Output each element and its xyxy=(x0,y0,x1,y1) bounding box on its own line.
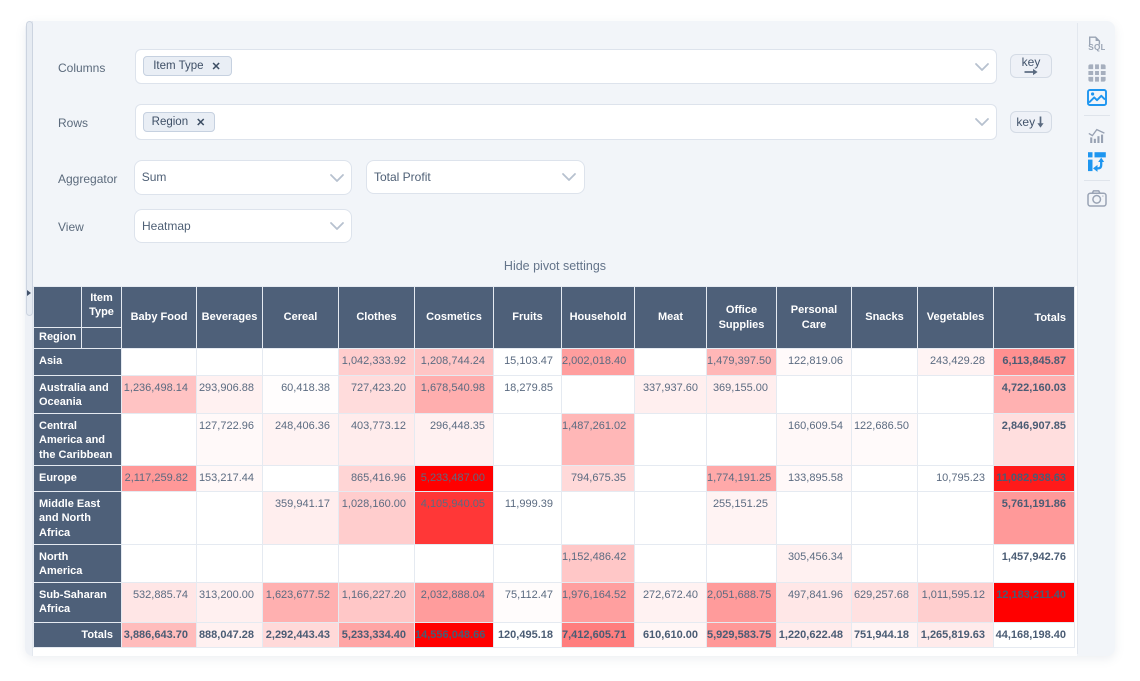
svg-text:SQL: SQL xyxy=(1088,42,1105,51)
